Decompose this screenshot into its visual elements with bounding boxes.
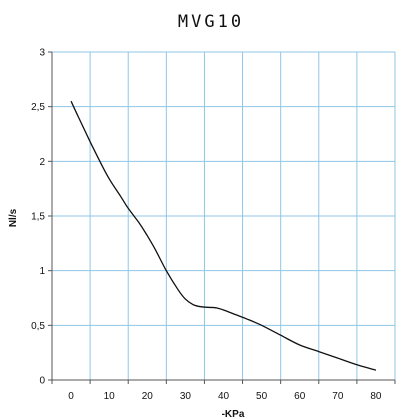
chart-title: MVG10 — [178, 12, 244, 32]
y-axis-label: Nl/s — [8, 208, 19, 227]
y-tick-label: 3 — [39, 48, 45, 59]
x-axis-label: -KPa — [222, 409, 245, 419]
grid — [52, 51, 396, 380]
axes — [48, 51, 396, 384]
x-tick-label: 30 — [180, 391, 192, 402]
x-tick-label: 50 — [256, 391, 268, 402]
x-tick-label: 10 — [104, 391, 116, 402]
y-tick-label: 0 — [39, 376, 45, 387]
y-tick-labels: 0 0,5 1 1,5 2 2,5 3 — [31, 48, 45, 387]
x-tick-label: 60 — [294, 391, 306, 402]
x-tick-label: 70 — [332, 391, 344, 402]
y-tick-label: 2 — [39, 157, 45, 168]
x-tick-label: 80 — [370, 391, 382, 402]
x-tick-label: 20 — [142, 391, 154, 402]
x-tick-label: 40 — [218, 391, 230, 402]
x-tick-labels: 0 10 20 30 40 50 60 70 80 — [68, 391, 382, 402]
x-tick-label: 0 — [68, 391, 74, 402]
y-tick-label: 1 — [39, 266, 45, 277]
series-line — [70, 100, 377, 371]
series-group — [70, 100, 377, 371]
y-tick-label: 1,5 — [31, 212, 45, 223]
y-tick-label: 2,5 — [31, 102, 45, 113]
y-tick-label: 0,5 — [31, 321, 45, 332]
